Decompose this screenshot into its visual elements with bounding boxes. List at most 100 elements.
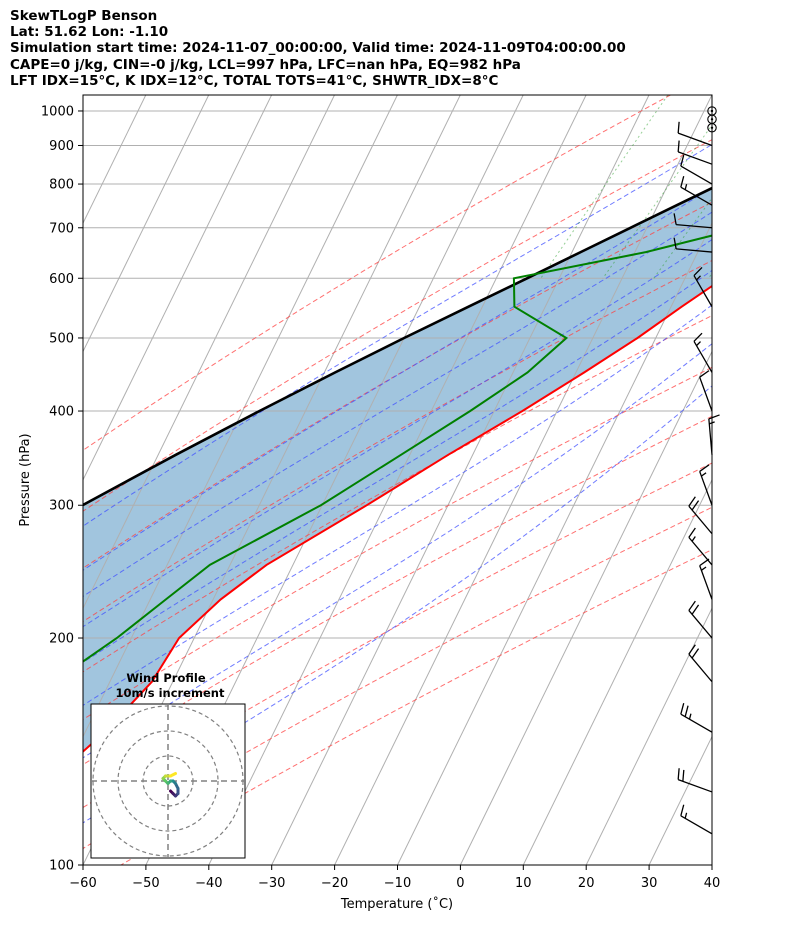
barb-full <box>691 500 700 511</box>
wind-barbs <box>673 106 720 835</box>
x-tick-label: −20 <box>321 876 348 891</box>
barb-half <box>684 812 688 819</box>
x-tick-label: −40 <box>195 876 222 891</box>
barb-full <box>673 237 677 250</box>
y-tick-label: 300 <box>49 499 74 514</box>
isotherm-line <box>208 95 587 865</box>
x-tick-label: 20 <box>578 876 595 891</box>
y-axis: 1000 900 800 700 600 500 400 300 200 100 <box>41 104 83 874</box>
title-indices: LFT IDX=15°C, K IDX=12°C, TOTAL TOTS=41°… <box>10 72 499 89</box>
barb-staff <box>693 275 713 308</box>
title-station: SkewTLogP Benson <box>10 8 158 24</box>
barb-staff <box>699 376 713 412</box>
moist-adiabat-line <box>83 304 712 706</box>
barb-full <box>688 600 696 611</box>
cin-fill-region <box>83 188 712 752</box>
y-tick-label: 500 <box>49 331 74 346</box>
wind-barb <box>708 414 720 455</box>
moist-adiabat-line <box>83 385 712 824</box>
wind-barb <box>680 175 713 206</box>
barb-staff <box>693 340 713 373</box>
wind-barb <box>688 600 713 639</box>
y-tick-label: 100 <box>49 859 74 874</box>
x-axis-title: Temperature (˚C) <box>340 896 453 912</box>
barb-full <box>677 768 680 780</box>
barb-staff <box>680 815 713 835</box>
barb-staff <box>680 713 713 733</box>
barb-full <box>680 175 685 188</box>
wind-barb <box>688 644 713 683</box>
barb-full <box>684 705 689 717</box>
isotherm-line <box>397 222 712 865</box>
barb-staff <box>680 165 713 185</box>
barb-full <box>680 154 685 167</box>
y-tick-label: 1000 <box>41 104 74 119</box>
barb-full <box>677 121 680 134</box>
wind-barb <box>677 140 713 165</box>
y-tick-label: 600 <box>49 272 74 287</box>
mixing-ratio-line <box>787 95 794 278</box>
x-tick-label: 30 <box>641 876 658 891</box>
isotherm-line <box>585 607 712 865</box>
wind-barb <box>673 213 713 229</box>
moist-adiabat-line <box>83 143 712 527</box>
isotherm-line <box>83 95 335 610</box>
y-tick-label: 900 <box>49 139 74 154</box>
barb-full <box>673 213 677 225</box>
wind-barb <box>693 267 713 308</box>
hodograph-inset: Wind Profile 10m/s increment <box>90 671 246 859</box>
x-tick-label: −50 <box>132 876 159 891</box>
wind-barb <box>673 237 713 253</box>
barb-staff <box>688 653 713 683</box>
isotherm-line <box>775 95 794 865</box>
barb-full <box>708 414 720 420</box>
barb-half <box>691 536 696 542</box>
hodograph-ring <box>117 730 219 832</box>
barb-half <box>696 341 701 347</box>
wind-barb <box>699 370 713 412</box>
title-times: Simulation start time: 2024-11-07_00:00:… <box>10 40 626 57</box>
barb-staff <box>677 779 713 793</box>
y-tick-label: 400 <box>49 405 74 420</box>
barb-staff <box>708 418 713 455</box>
y-tick-label: 800 <box>49 178 74 193</box>
moist-adiabat-line <box>83 186 712 571</box>
isotherm-line <box>271 95 650 865</box>
isotherm-line <box>83 95 210 353</box>
isotherm-line <box>83 95 398 738</box>
barb-full <box>691 604 700 615</box>
isobar-gridlines <box>83 110 712 865</box>
barb-staff <box>699 565 713 600</box>
barb-full <box>688 644 696 655</box>
x-tick-label: −30 <box>258 876 285 891</box>
x-tick-label: 40 <box>704 876 721 891</box>
barb-half <box>688 713 692 720</box>
dry-adiabat-line <box>83 259 712 623</box>
y-axis-title: Pressure (hPa) <box>18 433 33 526</box>
x-tick-label: 10 <box>515 876 532 891</box>
isotherm-line <box>83 95 273 482</box>
wind-barb <box>699 464 713 506</box>
isotherm-line <box>334 95 712 865</box>
wind-barb <box>699 558 713 600</box>
barb-staff <box>677 151 713 165</box>
chart-header: SkewTLogP Benson Lat: 51.62 Lon: -1.10 S… <box>10 8 626 89</box>
x-tick-label: 0 <box>456 876 464 891</box>
barb-full <box>680 703 685 715</box>
barb-full <box>693 332 703 342</box>
mixing-ratio-line <box>708 272 712 279</box>
barb-half <box>684 184 688 190</box>
moist-adiabats <box>83 143 712 824</box>
parcel-profile-line <box>83 186 712 507</box>
dry-adiabat-line <box>83 462 712 809</box>
barb-full <box>688 496 696 507</box>
barb-staff <box>676 223 713 229</box>
barb-staff <box>677 132 713 147</box>
wind-barb <box>677 121 713 147</box>
dry-adiabat-line <box>83 506 712 850</box>
mixing-ratio-line <box>756 95 794 278</box>
hodograph-trace-segment <box>169 772 177 778</box>
wind-barb <box>680 703 713 733</box>
mixing-ratio-lines <box>540 95 794 279</box>
